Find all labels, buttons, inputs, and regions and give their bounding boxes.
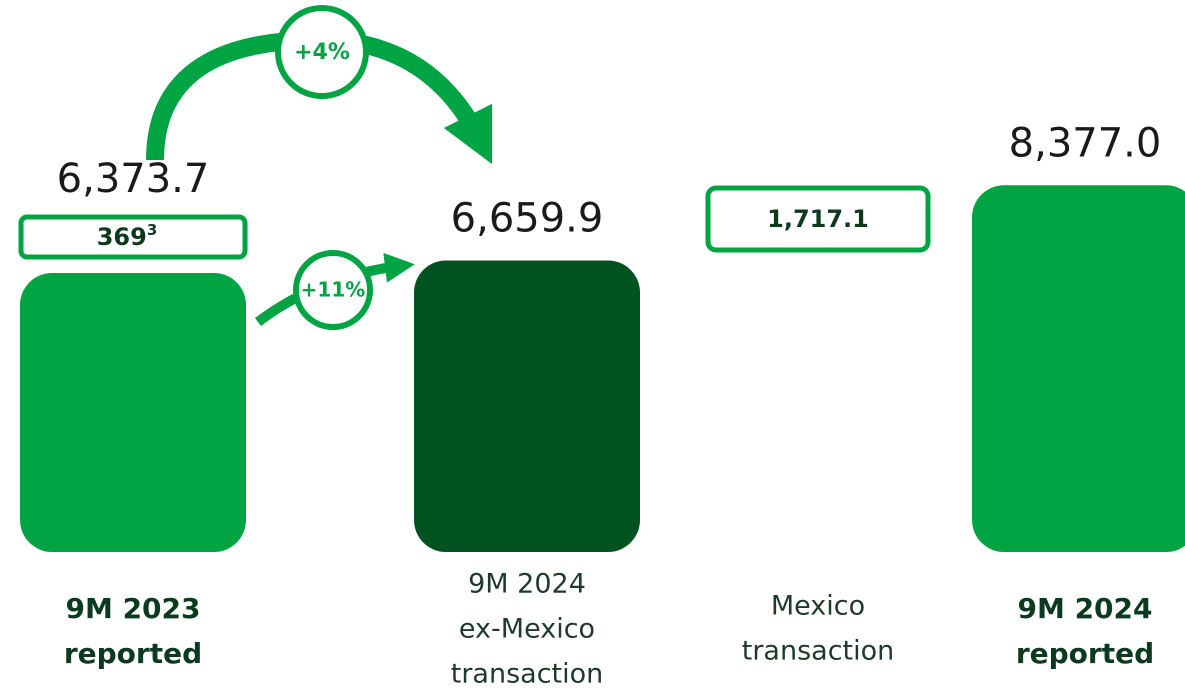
category-label: 9M 2024 — [1017, 592, 1152, 625]
step-box — [705, 185, 931, 253]
growth-label: +11% — [301, 278, 366, 302]
growth-circle — [293, 250, 373, 330]
category-label: reported — [1016, 637, 1154, 670]
category-label: 9M 2024 — [468, 569, 586, 600]
growth-arrows: +4% +11% — [146, 5, 493, 330]
growth-label: +4% — [294, 40, 350, 65]
value-label: 6,659.9 — [451, 195, 604, 241]
base-box-label: 3693 — [97, 220, 158, 251]
value-label: 8,377.0 — [1009, 120, 1162, 166]
category-label: 9M 2023 — [65, 592, 200, 625]
bar — [972, 185, 1185, 552]
footnote: 3 — [147, 220, 157, 238]
value-label: 6,373.7 — [57, 156, 210, 202]
category-label: reported — [64, 637, 202, 670]
category-label: ex-Mexico — [459, 614, 595, 645]
value-label: 1,717.1 — [767, 205, 869, 233]
bar — [414, 260, 640, 552]
category-label: Mexico — [771, 591, 865, 622]
category-label: transaction — [742, 636, 895, 667]
base-box — [18, 214, 248, 260]
growth-circle — [275, 5, 369, 99]
base-box-value: 369 — [97, 223, 147, 251]
category-label: transaction — [451, 659, 604, 690]
bar — [20, 272, 246, 552]
